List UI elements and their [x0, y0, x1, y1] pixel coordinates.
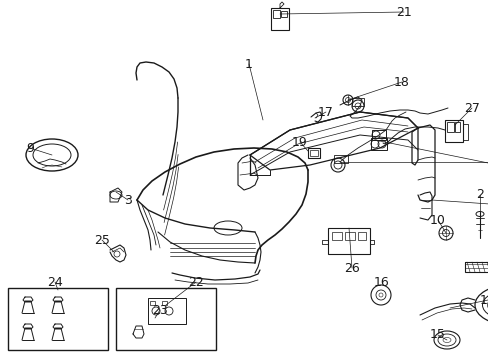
- Bar: [150, 301, 155, 305]
- Bar: [327, 228, 369, 254]
- Text: 19: 19: [291, 135, 307, 148]
- Text: 1: 1: [244, 58, 252, 71]
- Text: 17: 17: [317, 105, 333, 118]
- Text: 26: 26: [344, 261, 359, 274]
- Text: 27: 27: [463, 102, 479, 114]
- Bar: [148, 298, 185, 324]
- Bar: [272, 10, 280, 18]
- Text: 9: 9: [26, 141, 34, 154]
- Bar: [8, 288, 108, 350]
- Text: 3: 3: [124, 194, 132, 207]
- Text: 15: 15: [429, 328, 445, 342]
- Bar: [281, 11, 286, 17]
- Bar: [345, 232, 354, 240]
- Text: 22: 22: [188, 275, 203, 288]
- Text: 10: 10: [429, 213, 445, 226]
- Bar: [162, 301, 167, 305]
- Text: 16: 16: [373, 275, 389, 288]
- Bar: [357, 232, 365, 240]
- Bar: [446, 122, 453, 132]
- Bar: [351, 98, 363, 106]
- Bar: [331, 232, 341, 240]
- Bar: [371, 130, 385, 140]
- Bar: [444, 120, 462, 142]
- Bar: [270, 8, 288, 30]
- Bar: [454, 122, 459, 132]
- Bar: [333, 155, 347, 163]
- Text: 18: 18: [393, 76, 409, 89]
- Text: 2: 2: [475, 189, 483, 202]
- Bar: [309, 150, 317, 156]
- Text: 24: 24: [47, 275, 63, 288]
- Text: 23: 23: [152, 303, 167, 316]
- Text: 21: 21: [395, 5, 411, 18]
- Bar: [307, 148, 319, 158]
- Bar: [116, 288, 216, 350]
- Text: 11: 11: [479, 293, 488, 306]
- Text: 25: 25: [94, 234, 110, 247]
- Bar: [464, 262, 488, 272]
- Bar: [370, 138, 386, 150]
